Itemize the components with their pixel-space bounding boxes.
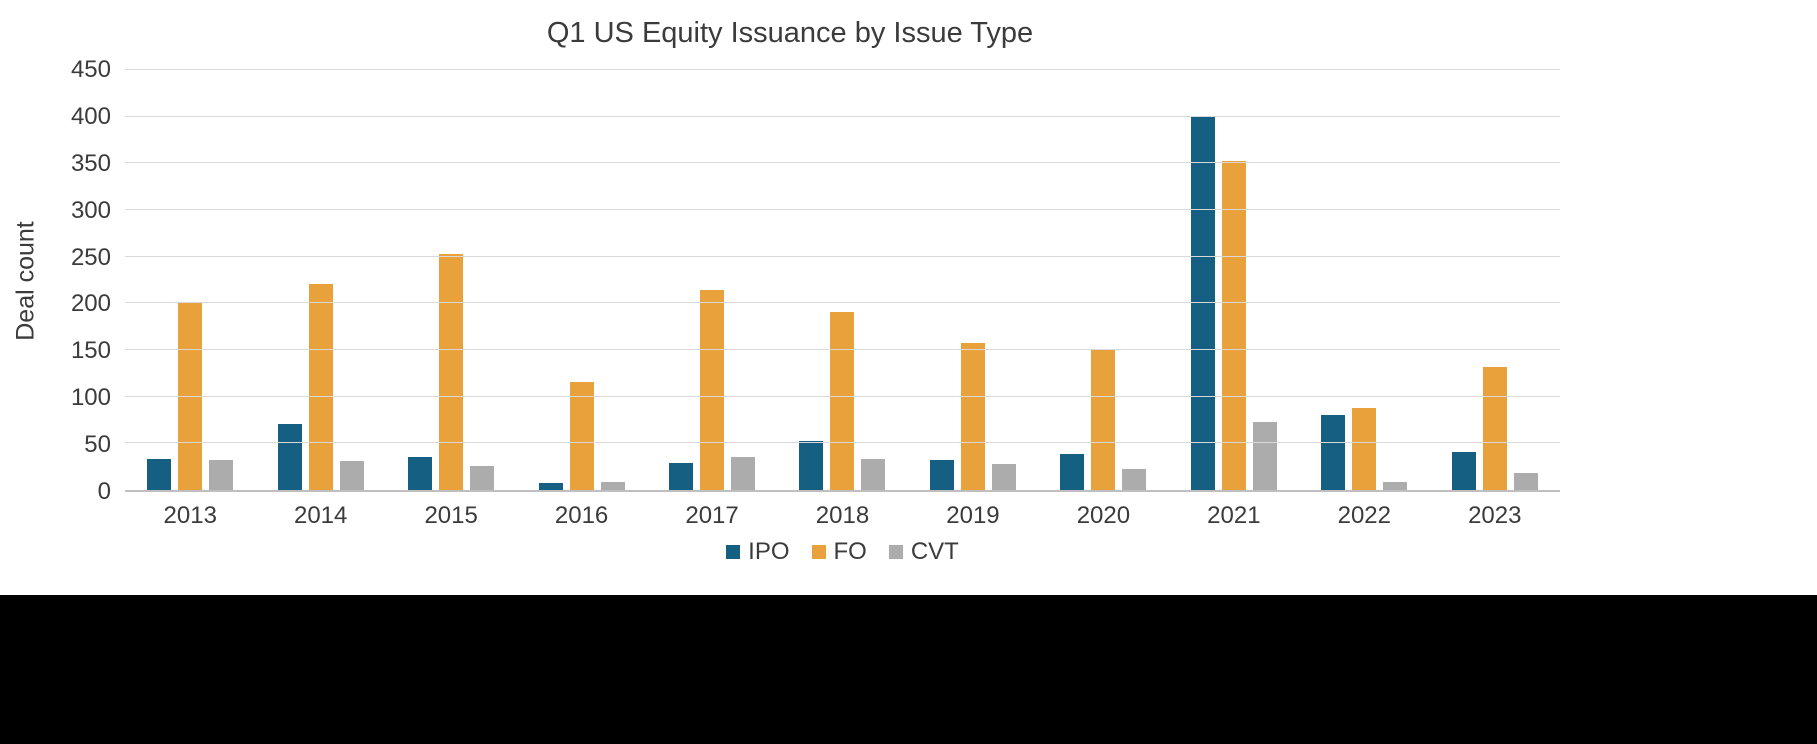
- y-tick-label-50: 50: [84, 431, 111, 459]
- legend-swatch-fo: [811, 545, 826, 559]
- bar-fo-2018: [830, 311, 855, 490]
- y-tick-label-0: 0: [97, 478, 111, 505]
- gridline-400: [125, 115, 1560, 117]
- y-tick-label-200: 200: [70, 290, 111, 318]
- bar-group-2014: 2014: [255, 70, 385, 529]
- bar-fo-2014: [308, 283, 333, 490]
- x-axis-label-2023: 2023: [1468, 502, 1522, 529]
- x-axis-label-2019: 2019: [946, 502, 1000, 529]
- x-axis-label-2022: 2022: [1337, 502, 1391, 529]
- y-tick-label-100: 100: [70, 384, 111, 412]
- legend-label-fo: FO: [833, 538, 867, 565]
- bar-group-2018: 2018: [777, 70, 907, 529]
- legend-item-ipo: IPO: [726, 538, 790, 566]
- bar-ipo-2017: [669, 462, 694, 490]
- bar-fo-2015: [439, 253, 464, 490]
- y-tick-label-150: 150: [70, 337, 111, 365]
- plot-area: 2013 2014 2015 2016 2017 2018 2019 2020 2021 2022…: [125, 69, 1560, 529]
- bar-ipo-2015: [408, 457, 433, 490]
- gridline-450: [125, 69, 1560, 70]
- x-axis-label-2013: 2013: [163, 502, 217, 529]
- bar-ipo-2020: [1060, 453, 1085, 490]
- legend-item-cvt: CVT: [888, 538, 959, 566]
- bar-ipo-2013: [147, 459, 172, 490]
- y-tick-label-350: 350: [70, 149, 111, 177]
- bar-cvt-2019: [991, 463, 1016, 490]
- bar-cvt-2017: [731, 457, 756, 490]
- bar-fo-2023: [1482, 366, 1507, 490]
- bar-group-2016: 2016: [516, 70, 646, 529]
- bar-cvt-2023: [1513, 473, 1538, 490]
- chart-title: Q1 US Equity Issuance by Issue Type: [546, 17, 1034, 49]
- x-axis-label-2014: 2014: [293, 502, 348, 529]
- y-tick-label-450: 450: [70, 56, 111, 83]
- legend-swatch-ipo: [726, 545, 741, 559]
- bar-cvt-2020: [1122, 468, 1147, 490]
- legend-swatch-cvt: [888, 545, 903, 559]
- legend-label-cvt: CVT: [910, 538, 959, 565]
- legend: IPO FO CVT: [125, 538, 1560, 566]
- gridline-150: [125, 349, 1560, 351]
- bar-groups: 2013 2014 2015 2016 2017 2018 2019 2020 2021 2022…: [125, 70, 1560, 529]
- gridline-350: [125, 162, 1560, 164]
- bar-cvt-2014: [339, 461, 364, 490]
- bar-ipo-2014: [277, 423, 302, 490]
- bar-ipo-2016: [538, 482, 563, 490]
- x-axis-label-2017: 2017: [685, 502, 739, 529]
- gridline-250: [125, 255, 1560, 257]
- bar-group-2015: 2015: [386, 70, 516, 529]
- bar-cvt-2018: [861, 459, 886, 490]
- x-axis-label-2015: 2015: [424, 502, 478, 529]
- y-axis-ticks: 0 50 100 150 200 250 300 350 400 450: [55, 56, 125, 505]
- bar-fo-2022: [1352, 407, 1377, 490]
- bar-cvt-2013: [209, 460, 234, 490]
- bar-cvt-2015: [470, 465, 495, 490]
- bar-group-2019: 2019: [908, 70, 1038, 529]
- x-axis-label-2020: 2020: [1076, 502, 1131, 529]
- bar-group-2022: 2022: [1299, 70, 1429, 529]
- bar-chart: Q1 US Equity Issuance by Issue Type Deal…: [0, 17, 1580, 566]
- bar-ipo-2023: [1451, 451, 1476, 490]
- bar-group-2013: 2013: [125, 70, 255, 529]
- gridline-200: [125, 302, 1560, 304]
- bar-group-2020: 2020: [1038, 70, 1168, 529]
- bar-fo-2017: [700, 290, 725, 490]
- y-tick-label-300: 300: [70, 196, 111, 224]
- bar-group-2023: 2023: [1430, 70, 1560, 529]
- bar-ipo-2018: [799, 441, 824, 490]
- bar-ipo-2019: [929, 460, 954, 490]
- bar-ipo-2022: [1321, 415, 1346, 490]
- bar-cvt-2021: [1252, 421, 1277, 490]
- legend-item-fo: FO: [811, 538, 867, 566]
- legend-label-ipo: IPO: [748, 538, 790, 565]
- bar-fo-2021: [1221, 160, 1246, 490]
- bar-cvt-2022: [1383, 481, 1408, 490]
- chart-body: Deal count 0 50 100 150 200 250 300 350 400 450 2…: [0, 56, 1580, 529]
- gridline-100: [125, 395, 1560, 397]
- plot-wrap: 0 50 100 150 200 250 300 350 400 450 2013 2014 2015…: [71, 56, 1560, 529]
- bar-group-2021: 2021: [1169, 70, 1299, 529]
- bar-fo-2019: [960, 342, 985, 490]
- black-footer-bar: [0, 595, 1817, 744]
- bar-cvt-2016: [600, 481, 625, 490]
- y-tick-label-250: 250: [70, 243, 111, 271]
- y-tick-label-400: 400: [70, 102, 111, 130]
- x-axis-label-2016: 2016: [554, 502, 609, 529]
- x-axis-label-2021: 2021: [1207, 502, 1261, 529]
- gridline-50: [125, 442, 1560, 444]
- bar-group-2017: 2017: [647, 70, 777, 529]
- bar-fo-2020: [1091, 350, 1116, 490]
- gridline-300: [125, 209, 1560, 211]
- x-axis-label-2018: 2018: [815, 502, 870, 529]
- y-axis-title: Deal count: [11, 221, 40, 341]
- bar-fo-2016: [569, 381, 594, 490]
